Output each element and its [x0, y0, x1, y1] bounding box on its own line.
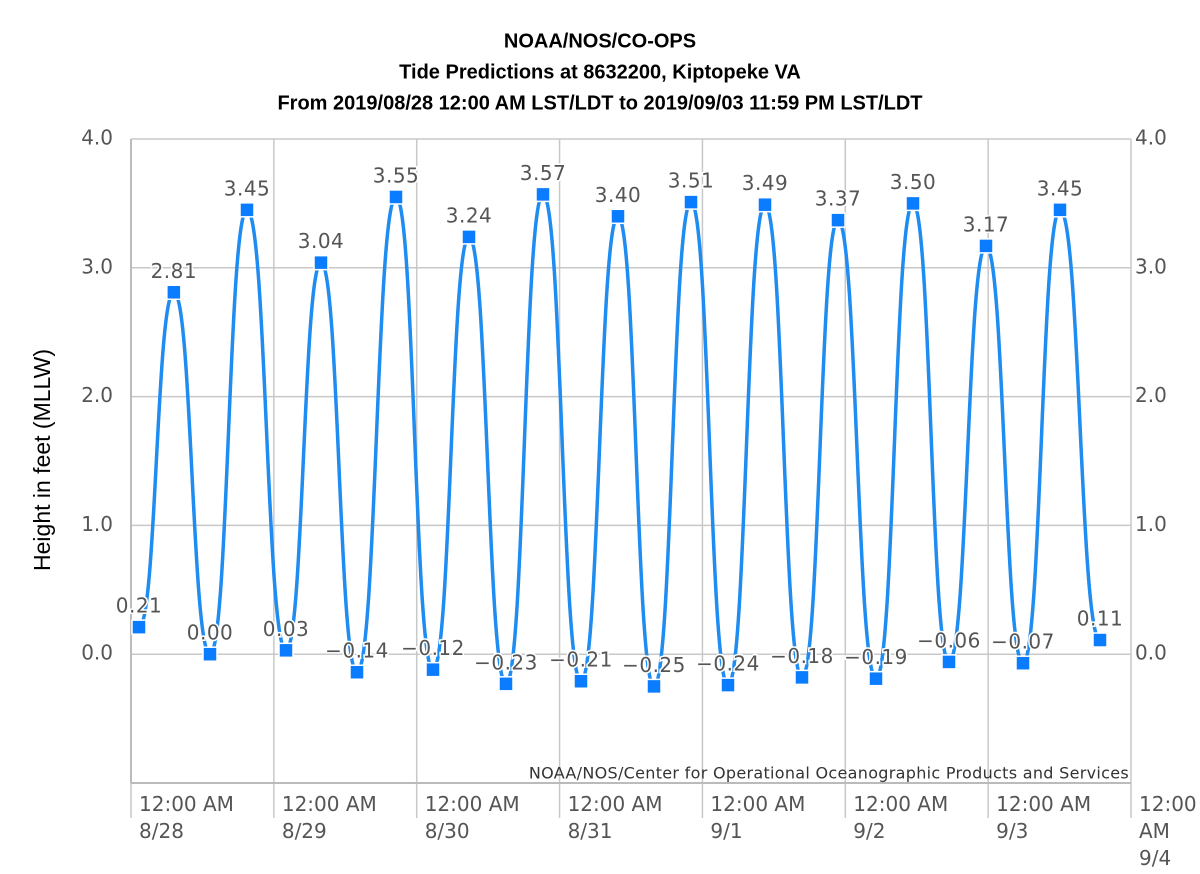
marker — [425, 661, 441, 678]
data-label: −0.06 — [917, 628, 981, 652]
marker — [720, 677, 736, 693]
data-label: 3.49 — [742, 171, 789, 195]
marker — [868, 670, 884, 687]
marker — [978, 238, 994, 254]
marker — [610, 208, 626, 225]
data-label: 3.51 — [668, 169, 715, 193]
marker — [535, 186, 551, 203]
data-label: 3.55 — [373, 163, 420, 187]
y-tick-label: 3.0 — [81, 254, 113, 278]
marker — [461, 229, 477, 245]
marker — [830, 212, 846, 228]
marker — [1015, 655, 1031, 671]
marker — [239, 202, 255, 218]
data-label: −0.21 — [549, 648, 613, 672]
x-tick-label: 12:00 AM 8/28 — [139, 792, 234, 843]
y-tick-label: 0.0 — [81, 641, 113, 665]
y2-tick-label: 0.0 — [1135, 641, 1167, 665]
marker — [573, 673, 589, 689]
data-label: −0.07 — [991, 630, 1055, 654]
data-label: −0.23 — [474, 650, 538, 674]
data-label: 3.57 — [520, 161, 567, 185]
chart-title: NOAA/NOS/CO-OPS — [504, 30, 696, 52]
credit: NOAA/NOS/Center for Operational Oceanogr… — [529, 764, 1129, 783]
data-label: 2.81 — [151, 259, 198, 283]
data-label: 3.40 — [595, 183, 642, 207]
data-label: −0.24 — [696, 652, 760, 676]
x-tick-label: 12:00 AM 9/4 — [1139, 792, 1197, 870]
y2-tick-label: 3.0 — [1135, 254, 1167, 278]
marker — [757, 196, 773, 213]
x-tick-label: 12:00 AM 9/3 — [996, 792, 1092, 843]
marker — [498, 676, 514, 692]
x-tick-label: 12:00 AM 9/1 — [710, 792, 806, 843]
data-label: 3.37 — [815, 187, 862, 211]
marker — [166, 284, 182, 301]
x-tick-label: 12:00 AM 8/30 — [424, 792, 520, 843]
y2-tick-label: 4.0 — [1135, 126, 1167, 150]
marker — [131, 619, 147, 635]
data-label: 0.03 — [263, 617, 310, 641]
data-label: 0.00 — [187, 621, 234, 645]
marker — [1052, 202, 1068, 218]
marker — [941, 654, 957, 670]
marker — [683, 194, 699, 210]
data-label: 3.17 — [963, 212, 1010, 236]
marker — [278, 642, 294, 659]
marker — [349, 664, 365, 680]
x-tick-label: 12:00 AM 9/2 — [853, 792, 949, 843]
data-label: 0.11 — [1077, 607, 1124, 631]
marker — [646, 678, 662, 695]
x-tick-label: 12:00 AM 8/29 — [281, 792, 377, 843]
data-label: 3.04 — [298, 229, 345, 253]
chart-title: Tide Predictions at 8632200, Kiptopeke V… — [399, 61, 801, 83]
data-label: 0.21 — [116, 594, 163, 618]
marker — [313, 254, 329, 271]
data-label: −0.19 — [844, 645, 908, 669]
data-label: −0.18 — [770, 644, 834, 668]
data-label: 3.45 — [1037, 176, 1084, 200]
marker — [388, 189, 404, 205]
y-tick-label: 1.0 — [81, 512, 113, 536]
data-label: 3.50 — [890, 170, 937, 194]
chart-title: From 2019/08/28 12:00 AM LST/LDT to 2019… — [277, 92, 922, 114]
y2-tick-label: 1.0 — [1135, 512, 1167, 536]
marker — [202, 646, 218, 662]
y2-tick-label: 2.0 — [1135, 383, 1167, 407]
y-tick-label: 2.0 — [81, 383, 113, 407]
data-label: 3.24 — [446, 203, 493, 227]
data-label: 3.45 — [224, 176, 271, 200]
y-axis-label: Height in feet (MLLW) — [29, 349, 55, 571]
data-label: −0.14 — [325, 639, 389, 663]
x-tick-label: 12:00 AM 8/31 — [567, 792, 663, 843]
marker — [1092, 632, 1108, 648]
marker — [905, 195, 921, 212]
tide-line — [137, 192, 1102, 689]
data-label: −0.25 — [622, 653, 686, 677]
data-label: −0.12 — [401, 636, 465, 660]
y-tick-label: 4.0 — [81, 126, 113, 150]
marker — [794, 669, 810, 686]
